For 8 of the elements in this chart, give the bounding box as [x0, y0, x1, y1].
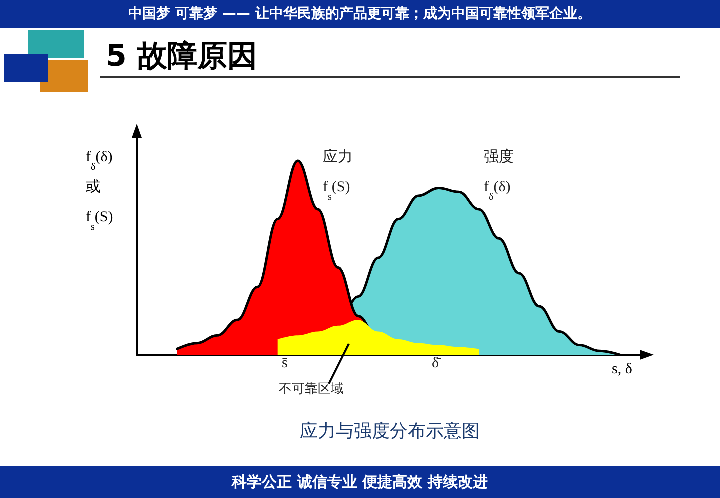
text: 中国梦 可靠梦 —— 让中华民族的产品更可靠；成为中国可靠性领军企业。: [0, 0, 720, 28]
text: δ̄: [432, 356, 442, 372]
x-axis-title: s, δ: [612, 362, 632, 378]
text: 不可靠区域: [279, 381, 344, 396]
text: 科学公正 诚信专业 便捷高效 持续改进: [0, 466, 720, 498]
chart-title: 5 故障原因: [106, 38, 258, 76]
text: 应力与强度分布示意图: [299, 420, 481, 443]
text: s̄: [282, 356, 288, 372]
